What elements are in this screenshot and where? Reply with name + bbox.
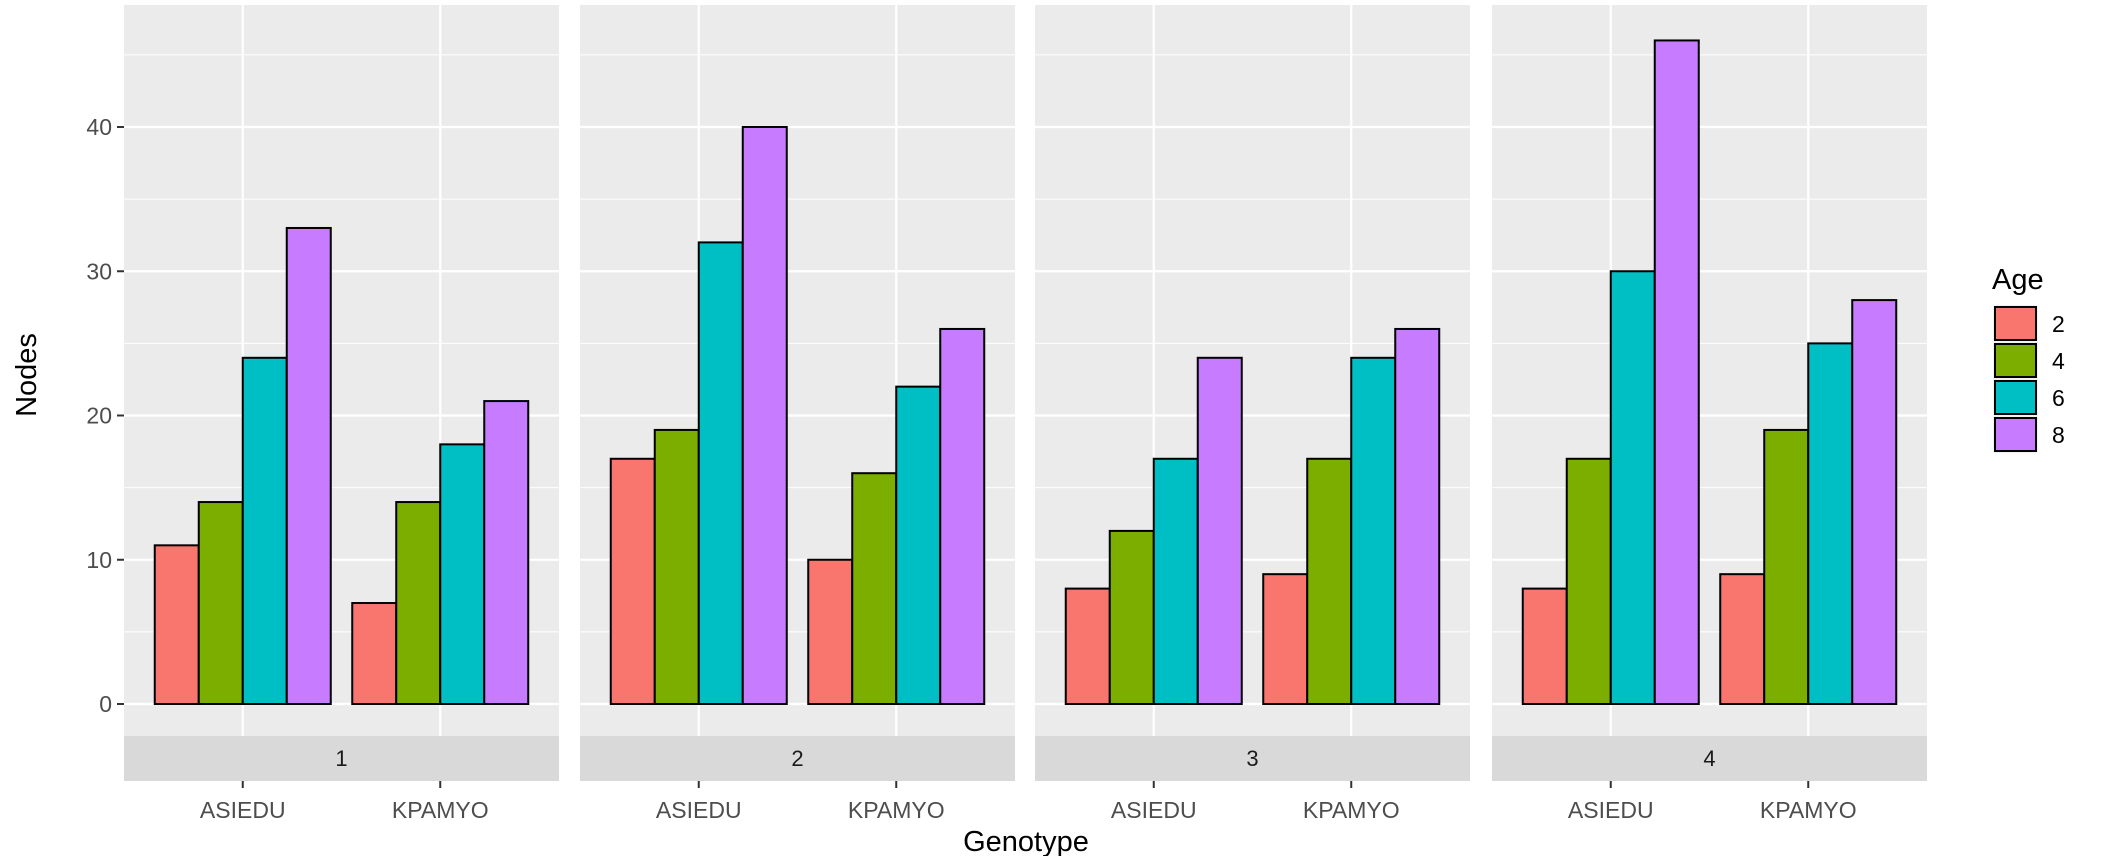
facet-strip-label: 1 xyxy=(335,746,347,771)
bar-facet4-kpamyo-age4 xyxy=(1763,428,1810,705)
bar-facet2-asiedu-age2 xyxy=(609,457,656,705)
bar-facet1-asiedu-age6 xyxy=(241,356,288,705)
bar-facet2-kpamyo-age6 xyxy=(895,385,942,705)
bar-facet1-asiedu-age8 xyxy=(285,226,332,705)
y-tick-label: 0 xyxy=(99,691,112,717)
y-tick-label: 30 xyxy=(86,258,112,284)
bar-facet3-asiedu-age8 xyxy=(1196,356,1243,705)
facet-panel-3: 3 ASIEDU KPAMYO xyxy=(1035,5,1470,823)
legend: Age 2 4 6 8 xyxy=(1992,264,2065,453)
bar-facet1-kpamyo-age4 xyxy=(395,501,442,705)
facet-strip-label: 3 xyxy=(1246,746,1258,771)
bar-facet3-kpamyo-age8 xyxy=(1394,327,1441,705)
bar-facet1-kpamyo-age8 xyxy=(483,400,530,705)
bar-facet3-kpamyo-age6 xyxy=(1350,356,1397,705)
bar-facet3-asiedu-age4 xyxy=(1108,529,1155,706)
legend-title: Age xyxy=(1992,264,2044,296)
x-tick-label: KPAMYO xyxy=(1303,797,1400,823)
bar-facet1-kpamyo-age6 xyxy=(439,443,486,705)
bar-facet1-kpamyo-age2 xyxy=(351,602,398,706)
y-tick-label: 40 xyxy=(86,114,112,140)
legend-label: 4 xyxy=(2052,348,2065,374)
bar-facet1-asiedu-age4 xyxy=(197,501,244,705)
facet-strip-label: 2 xyxy=(791,746,803,771)
x-tick-label: KPAMYO xyxy=(392,797,489,823)
facet-strip-label: 4 xyxy=(1703,746,1715,771)
legend-swatch xyxy=(1994,417,2037,452)
bar-facet2-asiedu-age4 xyxy=(653,428,700,705)
y-tick-label: 10 xyxy=(86,547,112,573)
facet-strip xyxy=(1492,736,1927,781)
bar-facet3-kpamyo-age4 xyxy=(1306,457,1353,705)
bar-facet3-asiedu-age6 xyxy=(1152,457,1199,705)
bar-facet2-asiedu-age8 xyxy=(741,126,788,705)
legend-items: 2 4 6 8 xyxy=(1993,305,2065,453)
x-tick-label: KPAMYO xyxy=(848,797,945,823)
legend-label: 6 xyxy=(2052,385,2065,411)
x-axis-title: Genotype xyxy=(963,826,1089,856)
bar-facet2-kpamyo-age8 xyxy=(939,327,986,705)
x-tick-label: ASIEDU xyxy=(1568,797,1654,823)
bar-facet4-kpamyo-age6 xyxy=(1807,342,1854,705)
y-tick-label: 20 xyxy=(86,403,112,429)
facet-panel-4: 4 ASIEDU KPAMYO xyxy=(1492,5,1927,823)
x-tick-label: ASIEDU xyxy=(1111,797,1197,823)
legend-label: 8 xyxy=(2052,422,2065,448)
x-tick-label: ASIEDU xyxy=(200,797,286,823)
x-tick-label: ASIEDU xyxy=(656,797,742,823)
bar-facet4-asiedu-age2 xyxy=(1521,587,1568,705)
legend-label: 2 xyxy=(2052,311,2065,337)
legend-swatch xyxy=(1994,380,2037,415)
x-tick-label: KPAMYO xyxy=(1760,797,1857,823)
facet-strip xyxy=(580,736,1015,781)
bar-facet4-asiedu-age4 xyxy=(1565,457,1612,705)
bar-facet4-asiedu-age8 xyxy=(1653,39,1700,705)
y-axis-title: Nodes xyxy=(11,333,43,417)
bar-facet2-kpamyo-age2 xyxy=(807,558,854,705)
facet-panel-1: 1 ASIEDU KPAMYO xyxy=(124,5,559,823)
bar-facet3-asiedu-age2 xyxy=(1064,587,1111,705)
legend-swatch xyxy=(1994,343,2037,378)
bar-facet4-kpamyo-age8 xyxy=(1851,299,1898,705)
bar-facet2-asiedu-age6 xyxy=(697,241,744,705)
bar-facet2-kpamyo-age4 xyxy=(851,472,898,706)
facet-strip xyxy=(124,736,559,781)
facet-panel-2: 2 ASIEDU KPAMYO xyxy=(580,5,1015,823)
bar-facet4-kpamyo-age2 xyxy=(1719,573,1766,705)
bar-facet3-kpamyo-age2 xyxy=(1262,573,1309,705)
bar-facet1-asiedu-age2 xyxy=(153,544,200,706)
legend-swatch xyxy=(1994,306,2037,341)
bar-facet4-asiedu-age6 xyxy=(1609,270,1656,705)
y-axis: 0 10 20 30 40 xyxy=(86,114,124,717)
facet-strip xyxy=(1035,736,1470,781)
